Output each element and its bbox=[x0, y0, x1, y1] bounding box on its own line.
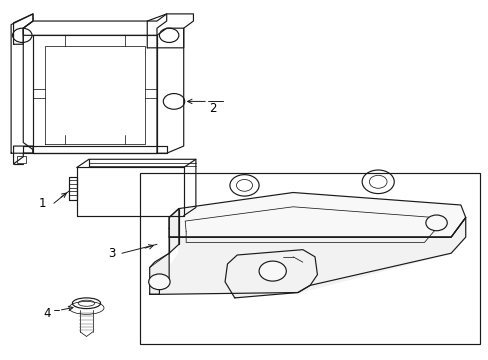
Text: 1: 1 bbox=[39, 197, 46, 210]
Circle shape bbox=[259, 261, 286, 281]
Polygon shape bbox=[224, 249, 317, 298]
Text: 3: 3 bbox=[108, 247, 116, 260]
Polygon shape bbox=[169, 193, 465, 237]
Polygon shape bbox=[149, 208, 179, 294]
Bar bbox=[140, 173, 479, 344]
Circle shape bbox=[425, 215, 447, 231]
Circle shape bbox=[148, 274, 170, 290]
Text: 4: 4 bbox=[44, 307, 51, 320]
Polygon shape bbox=[159, 217, 465, 294]
Text: 2: 2 bbox=[209, 102, 216, 115]
Bar bbox=[18, 157, 26, 163]
